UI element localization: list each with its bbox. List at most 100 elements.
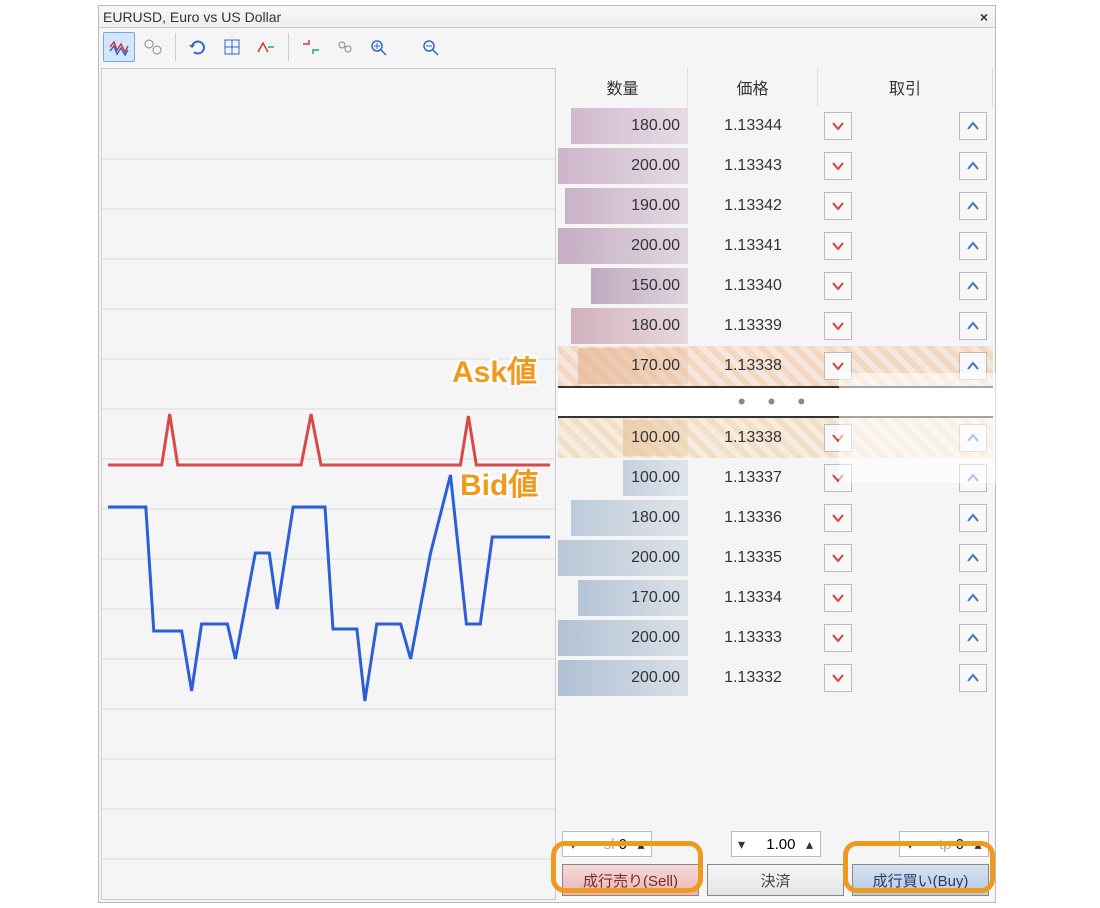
- qty-value: 200.00: [631, 237, 680, 255]
- qty-value: 190.00: [631, 197, 680, 215]
- sell-at-price-button[interactable]: [824, 504, 852, 532]
- buy-at-price-button[interactable]: [959, 584, 987, 612]
- spread-row: • • •: [558, 386, 993, 418]
- dom-bid-row: 200.001.13333: [558, 618, 993, 658]
- sell-at-price-button[interactable]: [824, 424, 852, 452]
- close-position-button[interactable]: 決済: [707, 864, 844, 896]
- buy-at-price-button[interactable]: [959, 112, 987, 140]
- qty-value: 200.00: [631, 549, 680, 567]
- sell-at-price-button[interactable]: [824, 584, 852, 612]
- columns-button[interactable]: [216, 32, 248, 62]
- qty-value: 170.00: [631, 357, 680, 375]
- header-trade: 取引: [818, 68, 993, 106]
- qty-value: 170.00: [631, 589, 680, 607]
- tp-spinner[interactable]: ▾ tp 0 ▴: [899, 831, 989, 857]
- qty-value: 200.00: [631, 669, 680, 687]
- sell-at-price-button[interactable]: [824, 152, 852, 180]
- lot-spinner[interactable]: ▾ 1.00 ▴: [731, 831, 821, 857]
- header-price: 価格: [688, 68, 818, 106]
- sell-at-price-button[interactable]: [824, 352, 852, 380]
- sell-at-price-button[interactable]: [824, 272, 852, 300]
- dom-bid-row: 170.00 1.13334: [558, 578, 993, 618]
- buy-at-price-button[interactable]: [959, 624, 987, 652]
- dom-rows: 180.001.13344200.001.13343190.001.133422…: [558, 106, 993, 816]
- indicator-button[interactable]: [250, 32, 282, 62]
- buy-at-price-button[interactable]: [959, 232, 987, 260]
- qty-value: 150.00: [631, 277, 680, 295]
- price-value: 1.13343: [688, 146, 818, 186]
- toolbar-separator: [288, 33, 289, 61]
- price-value: 1.13335: [688, 538, 818, 578]
- dom-bid-row: 180.00 1.13336: [558, 498, 993, 538]
- qty-value: 100.00: [631, 429, 680, 447]
- sell-at-price-button[interactable]: [824, 664, 852, 692]
- sl-value: sl 0: [583, 836, 631, 853]
- price-value: 1.13336: [688, 498, 818, 538]
- price-value: 1.13341: [688, 226, 818, 266]
- dom-ask-row: 190.001.13342: [558, 186, 993, 226]
- buy-at-price-button[interactable]: [959, 664, 987, 692]
- dom-ask-row: 170.00 1.13338: [558, 346, 993, 386]
- refresh-button[interactable]: [182, 32, 214, 62]
- qty-value: 100.00: [631, 469, 680, 487]
- buy-at-price-button[interactable]: [959, 504, 987, 532]
- buy-at-price-button[interactable]: [959, 424, 987, 452]
- compare-button[interactable]: [295, 32, 327, 62]
- buy-at-price-button[interactable]: [959, 544, 987, 572]
- footer-inputs: ▾ sl 0 ▴ ▾ 1.00 ▴ ▾ tp 0 ▴: [558, 828, 993, 860]
- lot-value: 1.00: [752, 836, 800, 853]
- price-value: 1.13337: [688, 458, 818, 498]
- price-value: 1.13333: [688, 618, 818, 658]
- toolbar-separator: [175, 33, 176, 61]
- buy-at-price-button[interactable]: [959, 464, 987, 492]
- zoom-out-button[interactable]: [415, 32, 447, 62]
- buy-at-price-button[interactable]: [959, 192, 987, 220]
- time-mode-button[interactable]: [137, 32, 169, 62]
- window-title: EURUSD, Euro vs US Dollar: [103, 9, 977, 25]
- dom-bid-row: 100.00 1.13338: [558, 418, 993, 458]
- close-icon[interactable]: ×: [977, 9, 991, 25]
- lot-down-icon[interactable]: ▾: [732, 832, 752, 856]
- sl-down-icon[interactable]: ▾: [563, 832, 583, 856]
- dom-ask-row: 200.00 1.13341: [558, 226, 993, 266]
- lot-up-icon[interactable]: ▴: [800, 832, 820, 856]
- buy-at-price-button[interactable]: [959, 352, 987, 380]
- sl-spinner[interactable]: ▾ sl 0 ▴: [562, 831, 652, 857]
- buy-at-price-button[interactable]: [959, 272, 987, 300]
- chart-mode-button[interactable]: [103, 32, 135, 62]
- sell-at-price-button[interactable]: [824, 544, 852, 572]
- trade-panel-window: EURUSD, Euro vs US Dollar ×: [98, 5, 996, 903]
- sell-at-price-button[interactable]: [824, 232, 852, 260]
- price-value: 1.13339: [688, 306, 818, 346]
- price-value: 1.13338: [688, 346, 818, 386]
- price-value: 1.13334: [688, 578, 818, 618]
- dom-bid-row: 200.001.13332: [558, 658, 993, 698]
- titlebar: EURUSD, Euro vs US Dollar ×: [99, 6, 995, 28]
- qty-value: 180.00: [631, 509, 680, 527]
- market-sell-button[interactable]: 成行売り(Sell): [562, 864, 699, 896]
- tp-down-icon[interactable]: ▾: [900, 832, 920, 856]
- content-area: 数量 価格 取引 180.001.13344200.001.13343190.0…: [99, 66, 995, 902]
- dom-header: 数量 価格 取引: [558, 68, 993, 106]
- tp-up-icon[interactable]: ▴: [968, 832, 988, 856]
- dom-ask-row: 200.001.13343: [558, 146, 993, 186]
- sell-at-price-button[interactable]: [824, 312, 852, 340]
- price-value: 1.13344: [688, 106, 818, 146]
- footer-buttons: 成行売り(Sell) 決済 成行買い(Buy): [558, 860, 993, 900]
- sell-at-price-button[interactable]: [824, 464, 852, 492]
- market-buy-button[interactable]: 成行買い(Buy): [852, 864, 989, 896]
- sell-at-price-button[interactable]: [824, 192, 852, 220]
- sl-up-icon[interactable]: ▴: [631, 832, 651, 856]
- sell-at-price-button[interactable]: [824, 624, 852, 652]
- dom-ask-row: 150.001.13340: [558, 266, 993, 306]
- dom-footer: ▾ sl 0 ▴ ▾ 1.00 ▴ ▾ tp 0 ▴: [558, 816, 993, 900]
- link-button[interactable]: [329, 32, 361, 62]
- dom-bid-row: 200.00 1.13335: [558, 538, 993, 578]
- tick-chart[interactable]: [101, 68, 556, 900]
- zoom-in-button[interactable]: [363, 32, 395, 62]
- buy-at-price-button[interactable]: [959, 152, 987, 180]
- price-value: 1.13338: [688, 418, 818, 458]
- sell-at-price-button[interactable]: [824, 112, 852, 140]
- dom-panel: 数量 価格 取引 180.001.13344200.001.13343190.0…: [558, 68, 993, 900]
- buy-at-price-button[interactable]: [959, 312, 987, 340]
